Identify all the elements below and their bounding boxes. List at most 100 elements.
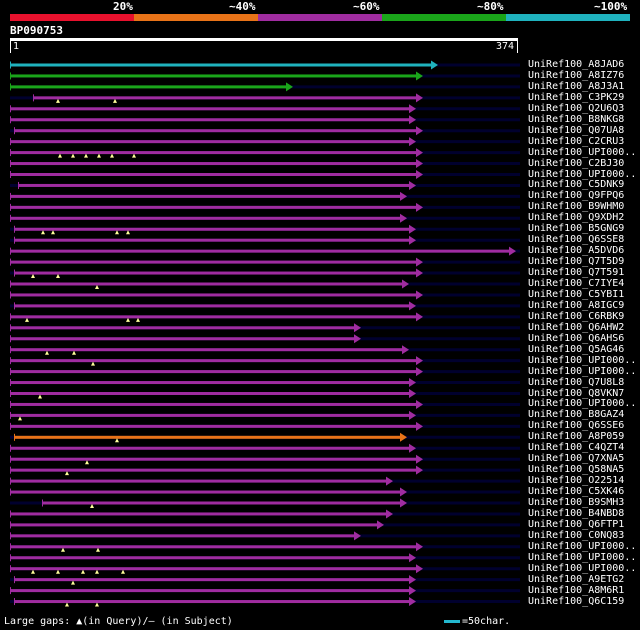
hit-label[interactable]: UniRef100_C2BJ30 <box>528 157 625 169</box>
hit-label[interactable]: UniRef100_C5XK46 <box>528 486 625 498</box>
hit-row[interactable] <box>10 159 520 169</box>
hit-label[interactable]: UniRef100_Q7T591 <box>528 267 625 279</box>
hit-row[interactable] <box>10 454 520 465</box>
hit-label[interactable]: UniRef100_UPI000.. <box>528 562 637 574</box>
hit-row[interactable] <box>10 202 520 212</box>
hit-row[interactable] <box>10 224 520 235</box>
hit-label[interactable]: UniRef100_C2CRU3 <box>528 135 625 147</box>
hit-row[interactable] <box>10 586 520 596</box>
hit-label[interactable]: UniRef100_B9SMH3 <box>528 497 625 508</box>
hit-label[interactable]: UniRef100_A5DVD6 <box>528 245 625 257</box>
hit-row[interactable] <box>10 476 520 486</box>
hit-row[interactable] <box>10 323 520 333</box>
hit-label[interactable]: UniRef100_Q2U6Q3 <box>528 102 625 114</box>
hit-row[interactable] <box>10 104 520 114</box>
hit-row[interactable] <box>10 367 520 377</box>
hit-label[interactable]: UniRef100_C4QZT4 <box>528 442 625 454</box>
hit-row[interactable] <box>10 531 520 541</box>
hit-row[interactable] <box>10 60 520 70</box>
hit-label[interactable]: UniRef100_Q8VKN7 <box>528 387 625 399</box>
hit-row[interactable] <box>10 93 520 103</box>
hit-row[interactable] <box>10 520 520 530</box>
hit-row[interactable] <box>10 432 520 443</box>
hit-row[interactable] <box>10 246 520 256</box>
hit-row[interactable] <box>10 443 520 453</box>
hit-row[interactable] <box>10 180 520 190</box>
hit-row[interactable] <box>10 301 520 311</box>
hit-row[interactable] <box>10 564 520 574</box>
hit-label[interactable]: UniRef100_B5GNG9 <box>528 223 625 235</box>
hit-label[interactable]: UniRef100_O22514 <box>528 475 625 487</box>
hit-label[interactable]: UniRef100_Q9XDH2 <box>528 212 625 224</box>
hit-row[interactable] <box>10 498 520 509</box>
hit-row[interactable] <box>10 137 520 147</box>
hit-row[interactable] <box>10 148 520 158</box>
hit-label[interactable]: UniRef100_Q07UA8 <box>528 124 625 136</box>
hit-row[interactable] <box>10 345 520 355</box>
hit-row[interactable] <box>10 235 520 245</box>
hit-row[interactable] <box>10 410 520 421</box>
hit-label[interactable]: UniRef100_UPI000.. <box>528 146 637 158</box>
hit-label[interactable]: UniRef100_C5YBI1 <box>528 288 625 300</box>
hit-row[interactable] <box>10 115 520 125</box>
hit-label[interactable]: UniRef100_Q6SSE6 <box>528 420 625 432</box>
hit-row[interactable] <box>10 213 520 223</box>
hit-label[interactable]: UniRef100_A8JAD6 <box>528 59 625 70</box>
hit-row[interactable] <box>10 575 520 585</box>
hit-label[interactable]: UniRef100_Q6C159 <box>528 595 625 607</box>
hit-row[interactable] <box>10 465 520 476</box>
hit-row[interactable] <box>10 126 520 136</box>
hit-label[interactable]: UniRef100_A9ETG2 <box>528 573 625 585</box>
hit-label[interactable]: UniRef100_Q6AHS6 <box>528 332 625 344</box>
hit-label[interactable]: UniRef100_UPI000.. <box>528 354 637 366</box>
hit-label[interactable]: UniRef100_A8IGC9 <box>528 299 625 311</box>
hit-label[interactable]: UniRef100_C6RBK9 <box>528 310 625 322</box>
hit-row[interactable] <box>10 82 520 92</box>
hit-row[interactable] <box>10 191 520 201</box>
hit-row[interactable] <box>10 268 520 279</box>
hit-label[interactable]: UniRef100_UPI000.. <box>528 168 637 180</box>
hit-row[interactable] <box>10 553 520 563</box>
hit-label[interactable]: UniRef100_Q7T5D9 <box>528 256 625 268</box>
hit-label[interactable]: UniRef100_C3PK29 <box>528 91 625 103</box>
hit-row[interactable] <box>10 170 520 179</box>
hit-row[interactable] <box>10 290 520 300</box>
hit-label[interactable]: UniRef100_A8IZ76 <box>528 69 625 81</box>
hit-label[interactable]: UniRef100_B8GAZ4 <box>528 409 625 421</box>
hit-row[interactable] <box>10 509 520 519</box>
hit-label[interactable]: UniRef100_Q9FPQ6 <box>528 190 625 202</box>
hit-label[interactable]: UniRef100_B8NKG8 <box>528 113 625 125</box>
hit-row[interactable] <box>10 334 520 344</box>
hit-row[interactable] <box>10 389 520 399</box>
hit-label[interactable]: UniRef100_A8M6R1 <box>528 584 625 596</box>
hit-row[interactable] <box>10 542 520 552</box>
hit-row[interactable] <box>10 257 520 267</box>
hit-row[interactable] <box>10 279 520 290</box>
hit-label[interactable]: UniRef100_UPI000.. <box>528 551 637 563</box>
hit-label[interactable]: UniRef100_B9WHM0 <box>528 201 625 213</box>
hit-row[interactable] <box>10 356 520 366</box>
hit-label[interactable]: UniRef100_A8J3A1 <box>528 80 625 92</box>
hit-label[interactable]: UniRef100_A8P059 <box>528 431 625 443</box>
hit-label[interactable]: UniRef100_Q6SSE8 <box>528 234 625 246</box>
hit-label[interactable]: UniRef100_C7IYE4 <box>528 278 625 289</box>
hit-label[interactable]: UniRef100_Q6FTP1 <box>528 518 625 530</box>
hit-row[interactable] <box>10 312 520 322</box>
hit-label[interactable]: UniRef100_UPI000.. <box>528 398 637 410</box>
hit-label[interactable]: UniRef100_B4NBD8 <box>528 507 625 519</box>
hit-label[interactable]: UniRef100_UPI000.. <box>528 365 637 377</box>
hit-row[interactable] <box>10 487 520 497</box>
hit-row[interactable] <box>10 597 520 607</box>
hit-label[interactable]: UniRef100_Q7U8L8 <box>528 376 625 388</box>
hit-row[interactable] <box>10 378 520 388</box>
hit-label[interactable]: UniRef100_C0NQ83 <box>528 529 625 541</box>
hit-label[interactable]: UniRef100_Q58NA5 <box>528 464 625 476</box>
hit-row[interactable] <box>10 399 520 409</box>
hit-label[interactable]: UniRef100_UPI000.. <box>528 540 637 552</box>
hit-label[interactable]: UniRef100_Q5AG46 <box>528 343 625 355</box>
hit-row[interactable] <box>10 421 520 431</box>
hit-label[interactable]: UniRef100_C5DNK9 <box>528 179 625 191</box>
hit-row[interactable] <box>10 71 520 81</box>
hit-label[interactable]: UniRef100_Q7XNA5 <box>528 453 625 465</box>
hit-label[interactable]: UniRef100_Q6AHW2 <box>528 321 625 333</box>
